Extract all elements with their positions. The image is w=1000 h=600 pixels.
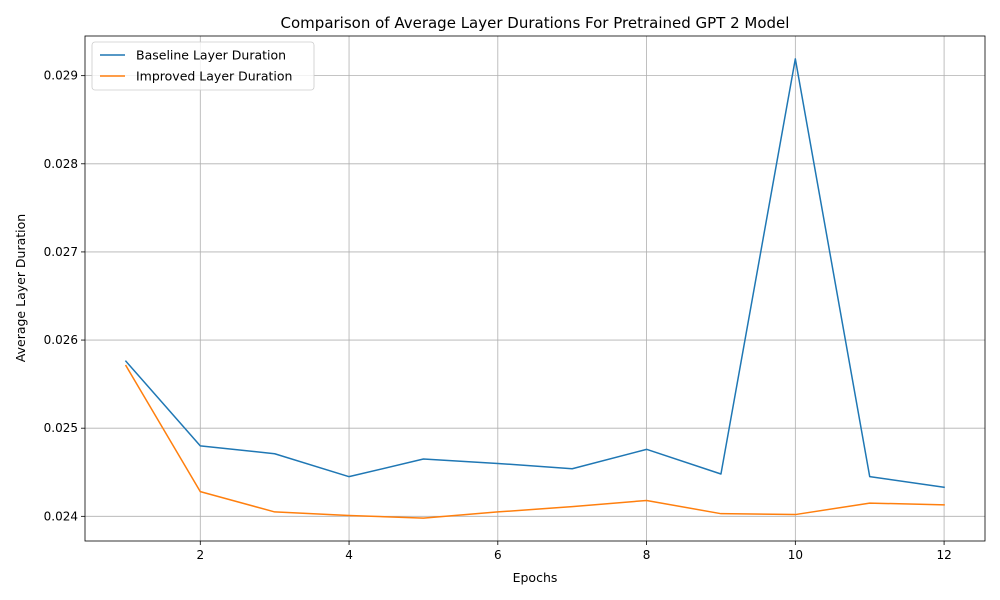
y-axis-ticks: 0.024 0.025 0.026 0.027 0.028 0.029 <box>44 69 85 523</box>
legend-box <box>91 41 315 91</box>
chart-title: Comparison of Average Layer Durations Fo… <box>281 14 790 32</box>
grid <box>85 36 985 541</box>
y-tick-label: 0.026 <box>44 333 78 347</box>
legend-label-improved: Improved Layer Duration <box>136 69 292 84</box>
y-tick-label: 0.029 <box>44 69 78 83</box>
x-axis-label: Epochs <box>513 570 558 585</box>
series-line-improved <box>124 364 945 519</box>
x-tick-label: 8 <box>643 548 651 562</box>
y-axis-label: Average Layer Duration <box>13 214 28 362</box>
series-line-baseline <box>124 58 945 489</box>
series-lines <box>124 58 945 519</box>
x-tick-label: 12 <box>936 548 951 562</box>
y-tick-label: 0.028 <box>44 157 78 171</box>
x-axis-ticks: 2 4 6 8 10 12 <box>196 541 952 562</box>
y-tick-label: 0.025 <box>44 421 78 435</box>
y-tick-label: 0.027 <box>44 245 78 259</box>
legend-label-baseline: Baseline Layer Duration <box>136 48 286 63</box>
x-tick-label: 4 <box>345 548 353 562</box>
legend: Baseline Layer Duration Improved Layer D… <box>91 41 315 91</box>
plot-frame <box>84 35 986 542</box>
x-tick-label: 10 <box>788 548 803 562</box>
y-tick-label: 0.024 <box>44 509 78 523</box>
x-tick-label: 2 <box>196 548 204 562</box>
x-tick-label: 6 <box>494 548 502 562</box>
